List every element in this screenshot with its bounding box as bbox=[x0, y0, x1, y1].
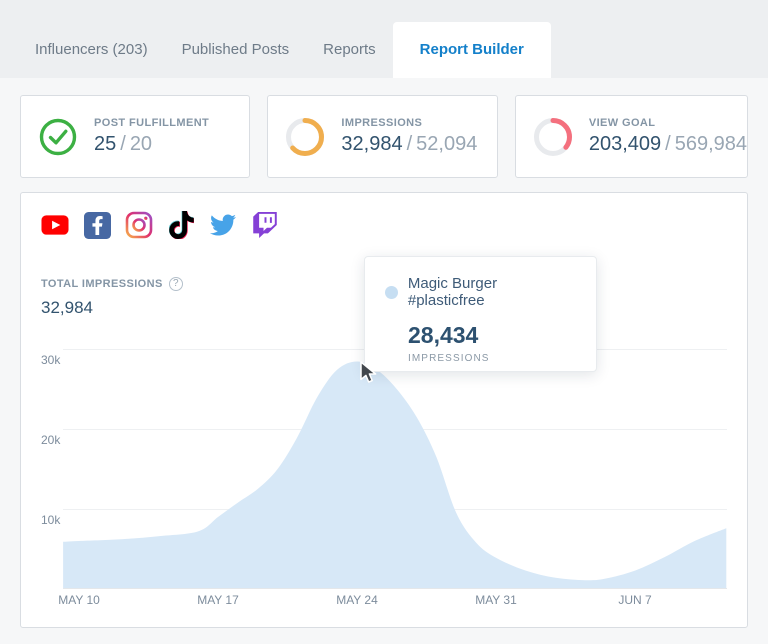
tab-bar: Influencers (203) Published Posts Report… bbox=[0, 0, 768, 78]
tooltip-value: 28,434 bbox=[408, 322, 479, 348]
impressions-card[interactable]: IMPRESSIONS 32,984/52,094 bbox=[267, 95, 498, 178]
view-goal-card[interactable]: VIEW GOAL 203,409/569,984 bbox=[514, 95, 748, 178]
platform-filter-row bbox=[41, 211, 279, 239]
x-tick-label: JUN 7 bbox=[618, 593, 652, 607]
tab-reports[interactable]: Reports bbox=[323, 41, 376, 58]
tooltip-title: Magic Burger #plasticfree bbox=[407, 275, 498, 309]
check-circle-icon bbox=[39, 118, 77, 155]
stat-total: 569,984 bbox=[674, 133, 747, 155]
y-tick-label: 30k bbox=[41, 353, 61, 367]
tab-report-builder[interactable]: Report Builder bbox=[392, 22, 551, 78]
total-impressions-metric: TOTAL IMPRESSIONS ? 32,984 bbox=[41, 277, 183, 318]
y-tick-label: 20k bbox=[41, 433, 61, 447]
stat-total: 52,094 bbox=[416, 133, 478, 155]
stat-total: 20 bbox=[129, 133, 153, 155]
tab-influencers[interactable]: Influencers (203) bbox=[35, 41, 148, 58]
instagram-icon[interactable] bbox=[125, 211, 153, 239]
view-goal-donut-icon bbox=[533, 117, 572, 156]
stat-separator: / bbox=[406, 133, 413, 155]
tooltip-unit: IMPRESSIONS bbox=[408, 353, 490, 364]
post-fulfillment-card[interactable]: POST FULFILLMENT 25/20 bbox=[20, 95, 251, 178]
stat-value: 32,984 bbox=[341, 133, 403, 155]
stat-separator: / bbox=[120, 133, 126, 155]
tab-published-posts[interactable]: Published Posts bbox=[181, 41, 290, 58]
x-tick-label: MAY 31 bbox=[475, 593, 517, 607]
report-chart-panel: TOTAL IMPRESSIONS ? 32,984 10k 20k 30k MAY… bbox=[20, 192, 748, 628]
stats-row: POST FULFILLMENT 25/20 IMPRESSIONS 32,98… bbox=[0, 78, 768, 178]
x-tick-label: MAY 24 bbox=[336, 593, 378, 607]
help-icon[interactable]: ? bbox=[168, 277, 183, 291]
impressions-donut-icon bbox=[286, 117, 325, 156]
facebook-icon[interactable] bbox=[83, 211, 111, 239]
stat-value: 25 bbox=[94, 133, 117, 155]
stat-label: POST FULFILLMENT bbox=[94, 117, 210, 129]
twitch-icon[interactable] bbox=[251, 211, 279, 239]
tiktok-icon[interactable] bbox=[167, 211, 195, 239]
x-tick-label: MAY 17 bbox=[197, 593, 239, 607]
chart-tooltip: Magic Burger #plasticfree 28,434 IMPRESS… bbox=[364, 256, 597, 372]
impressions-area-chart[interactable] bbox=[63, 349, 727, 589]
tooltip-series-dot bbox=[385, 285, 398, 299]
stat-value: 203,409 bbox=[588, 133, 662, 155]
x-tick-label: MAY 10 bbox=[58, 593, 100, 607]
stat-label: IMPRESSIONS bbox=[341, 117, 423, 129]
youtube-icon[interactable] bbox=[41, 211, 69, 239]
stat-separator: / bbox=[665, 133, 671, 155]
metric-label: TOTAL IMPRESSIONS bbox=[41, 278, 163, 290]
metric-value: 32,984 bbox=[41, 298, 93, 317]
stat-label: VIEW GOAL bbox=[588, 117, 656, 129]
y-tick-label: 10k bbox=[41, 513, 61, 527]
impressions-area-series bbox=[63, 361, 727, 588]
twitter-icon[interactable] bbox=[209, 211, 237, 239]
